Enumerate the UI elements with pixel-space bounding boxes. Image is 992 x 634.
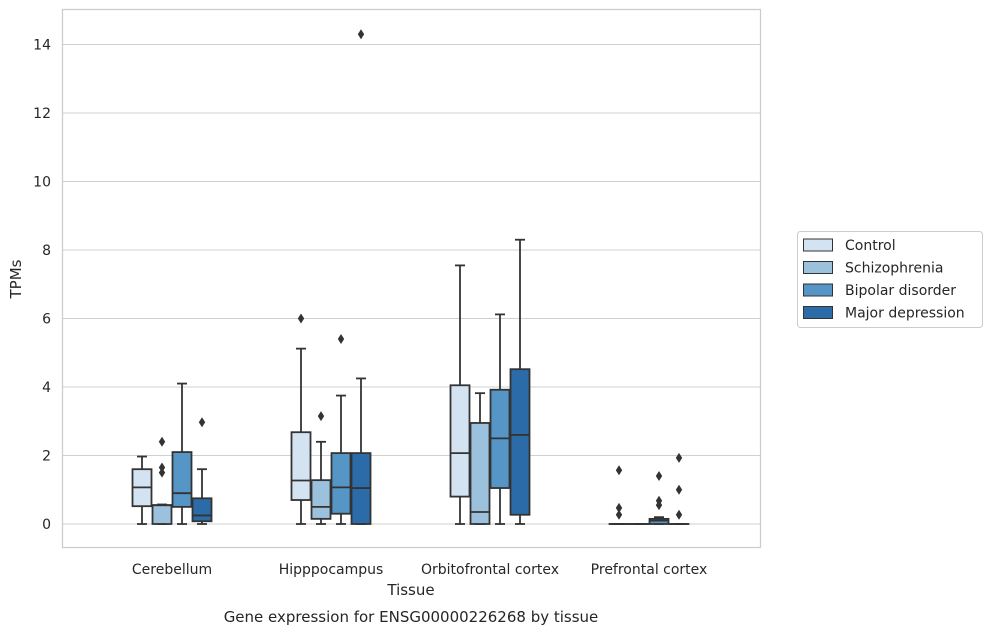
outlier-point	[158, 467, 166, 478]
y-tick-label: 14	[33, 38, 51, 54]
chart-caption: Gene expression for ENSG00000226268 by t…	[224, 608, 599, 626]
y-axis-label: TPMs	[7, 259, 25, 299]
plot-frame	[61, 8, 762, 549]
x-tick-label: Orbitofrontal cortex	[421, 562, 559, 578]
box	[509, 368, 531, 516]
box-group	[350, 29, 372, 525]
y-tick-label: 12	[33, 106, 51, 122]
box-group	[489, 313, 511, 525]
x-tick-labels: Cerebellum Hipppocampus Orbitofrontal cort…	[132, 562, 707, 578]
y-tick-label: 4	[42, 380, 51, 396]
legend-swatch	[803, 283, 833, 297]
y-tick-label: 0	[42, 517, 51, 533]
box-group	[648, 471, 670, 525]
outlier-point	[655, 500, 663, 511]
legend-label: Control	[845, 238, 896, 254]
outlier-point	[615, 465, 623, 476]
y-tick-label: 10	[33, 175, 51, 191]
outlier-point	[337, 334, 345, 345]
outlier-point	[297, 313, 305, 324]
box-group	[191, 417, 213, 525]
y-tick-label: 6	[42, 312, 51, 328]
legend-label: Bipolar disorder	[845, 283, 956, 299]
x-tick-label: Prefrontal cortex	[591, 562, 708, 578]
outlier-point	[675, 509, 683, 520]
box-group	[668, 452, 690, 525]
box-group	[509, 238, 531, 525]
x-tick-label: Cerebellum	[132, 562, 212, 578]
y-tick-label: 8	[42, 243, 51, 259]
box-group	[449, 264, 471, 525]
box-series-layer	[131, 29, 690, 525]
box	[469, 422, 491, 525]
y-tick-label: 2	[42, 449, 51, 465]
outlier-point	[198, 417, 206, 428]
legend-label: Schizophrenia	[845, 261, 943, 277]
box-group	[290, 313, 312, 525]
legend-frame	[797, 231, 983, 328]
outlier-point	[357, 29, 365, 40]
box-group	[171, 382, 193, 525]
box-group	[131, 455, 153, 525]
outlier-point	[158, 462, 166, 473]
y-tick-labels: 0 2 4 6 8 10 12 14	[33, 38, 51, 534]
outlier-point	[615, 502, 623, 513]
outlier-point	[615, 509, 623, 520]
box	[171, 451, 193, 508]
box-group	[151, 436, 173, 525]
outlier-point	[675, 484, 683, 495]
legend-swatch	[803, 261, 833, 274]
box	[151, 504, 173, 525]
legend-swatch	[803, 306, 833, 319]
box	[290, 431, 312, 501]
box-group	[310, 411, 332, 525]
outlier-point	[675, 452, 683, 463]
legend: Control Schizophrenia Bipolar disorder Majo…	[797, 231, 983, 328]
box-group	[469, 392, 491, 525]
x-tick-label: Hipppocampus	[279, 562, 384, 578]
legend-swatch	[803, 238, 833, 252]
box-group	[330, 334, 352, 525]
outlier-point	[317, 411, 325, 422]
outlier-point	[158, 436, 166, 447]
box	[330, 452, 352, 515]
outlier-point	[655, 471, 663, 482]
box	[449, 384, 471, 498]
x-axis-label: Tissue	[386, 581, 434, 599]
legend-label: Major depression	[845, 306, 965, 322]
box-group	[608, 465, 630, 525]
box	[310, 479, 332, 520]
box	[191, 497, 213, 523]
gridlines	[62, 43, 761, 525]
